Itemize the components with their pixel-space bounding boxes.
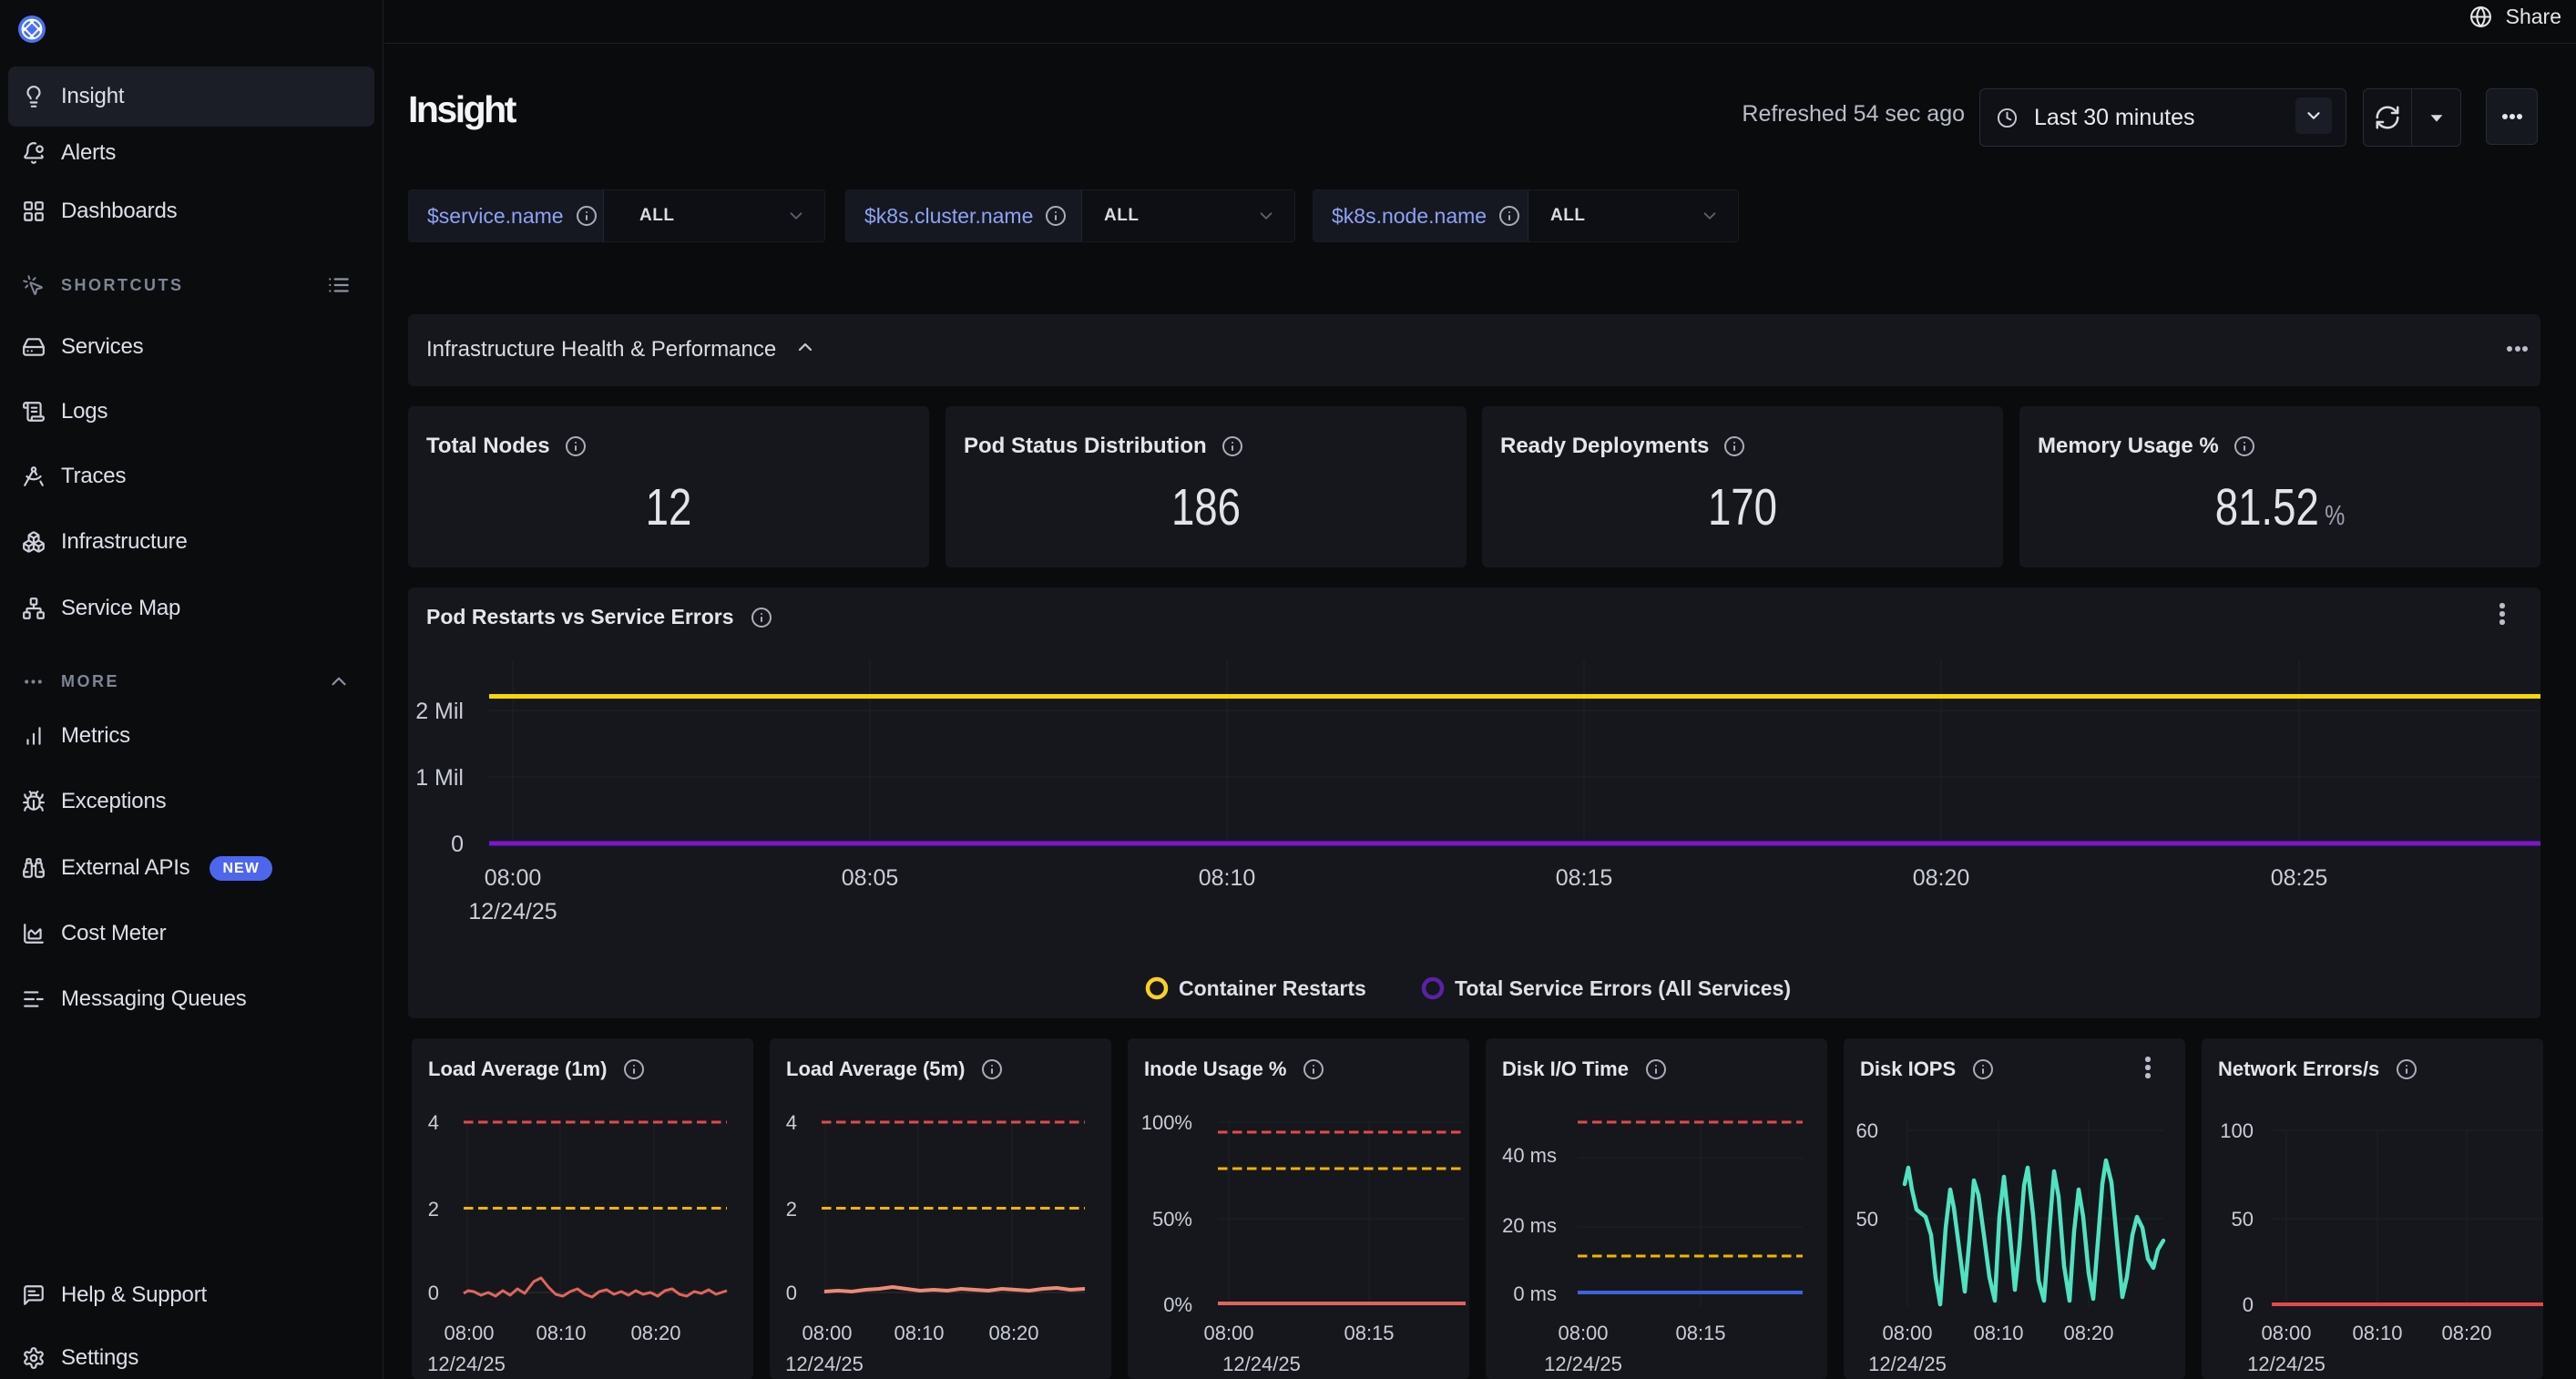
svg-text:08:20: 08:20 bbox=[2063, 1322, 2113, 1344]
svg-text:08:00: 08:00 bbox=[1203, 1322, 1253, 1344]
svg-text:08:05: 08:05 bbox=[842, 865, 899, 891]
svg-text:20 ms: 20 ms bbox=[1502, 1214, 1557, 1237]
svg-text:08:00: 08:00 bbox=[1882, 1322, 1932, 1344]
svg-text:0: 0 bbox=[428, 1282, 439, 1304]
svg-text:08:25: 08:25 bbox=[2271, 865, 2328, 891]
svg-text:4: 4 bbox=[786, 1111, 797, 1134]
svg-text:40 ms: 40 ms bbox=[1502, 1144, 1557, 1167]
svg-text:08:10: 08:10 bbox=[2352, 1322, 2402, 1344]
svg-text:0: 0 bbox=[786, 1282, 797, 1304]
svg-text:12/24/25: 12/24/25 bbox=[1544, 1353, 1622, 1375]
svg-text:1 Mil: 1 Mil bbox=[415, 765, 464, 791]
svg-text:08:10: 08:10 bbox=[894, 1322, 944, 1344]
svg-text:08:15: 08:15 bbox=[1556, 865, 1613, 891]
svg-text:0: 0 bbox=[2243, 1293, 2254, 1316]
svg-text:100: 100 bbox=[2220, 1119, 2254, 1142]
svg-text:50: 50 bbox=[2232, 1208, 2254, 1231]
svg-text:08:10: 08:10 bbox=[536, 1322, 586, 1344]
svg-text:12/24/25: 12/24/25 bbox=[785, 1353, 864, 1375]
svg-text:12/24/25: 12/24/25 bbox=[2247, 1353, 2326, 1375]
svg-text:2: 2 bbox=[786, 1198, 797, 1221]
svg-text:08:10: 08:10 bbox=[1973, 1322, 2023, 1344]
svg-text:4: 4 bbox=[428, 1111, 439, 1134]
svg-text:100%: 100% bbox=[1141, 1111, 1192, 1134]
svg-text:08:00: 08:00 bbox=[802, 1322, 852, 1344]
svg-text:08:10: 08:10 bbox=[1199, 865, 1256, 891]
svg-text:08:00: 08:00 bbox=[485, 865, 542, 891]
svg-text:0 ms: 0 ms bbox=[1513, 1282, 1557, 1305]
svg-text:08:20: 08:20 bbox=[988, 1322, 1038, 1344]
svg-text:08:20: 08:20 bbox=[2441, 1322, 2491, 1344]
svg-text:12/24/25: 12/24/25 bbox=[468, 899, 557, 924]
svg-text:60: 60 bbox=[1856, 1119, 1878, 1142]
svg-text:Total Service Errors (All Serv: Total Service Errors (All Services) bbox=[1455, 976, 1791, 1000]
svg-text:12/24/25: 12/24/25 bbox=[427, 1353, 506, 1375]
svg-text:50: 50 bbox=[1856, 1208, 1878, 1231]
svg-text:12/24/25: 12/24/25 bbox=[1868, 1353, 1947, 1375]
svg-text:08:00: 08:00 bbox=[2261, 1322, 2311, 1344]
svg-text:0: 0 bbox=[451, 832, 464, 857]
svg-text:12/24/25: 12/24/25 bbox=[1222, 1353, 1301, 1375]
svg-text:08:20: 08:20 bbox=[630, 1322, 680, 1344]
svg-text:08:20: 08:20 bbox=[1913, 865, 1970, 891]
svg-text:2 Mil: 2 Mil bbox=[415, 699, 464, 724]
svg-text:Container Restarts: Container Restarts bbox=[1179, 976, 1366, 1000]
svg-text:08:00: 08:00 bbox=[1558, 1322, 1608, 1344]
svg-text:08:15: 08:15 bbox=[1344, 1322, 1394, 1344]
svg-text:08:15: 08:15 bbox=[1675, 1322, 1725, 1344]
svg-text:50%: 50% bbox=[1152, 1208, 1192, 1231]
svg-text:2: 2 bbox=[428, 1198, 439, 1221]
svg-text:0%: 0% bbox=[1163, 1293, 1192, 1316]
svg-text:08:00: 08:00 bbox=[444, 1322, 494, 1344]
